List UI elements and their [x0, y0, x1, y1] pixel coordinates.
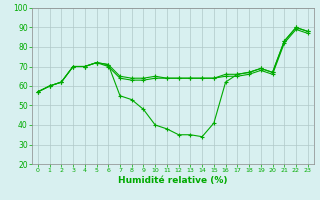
X-axis label: Humidité relative (%): Humidité relative (%)	[118, 176, 228, 185]
